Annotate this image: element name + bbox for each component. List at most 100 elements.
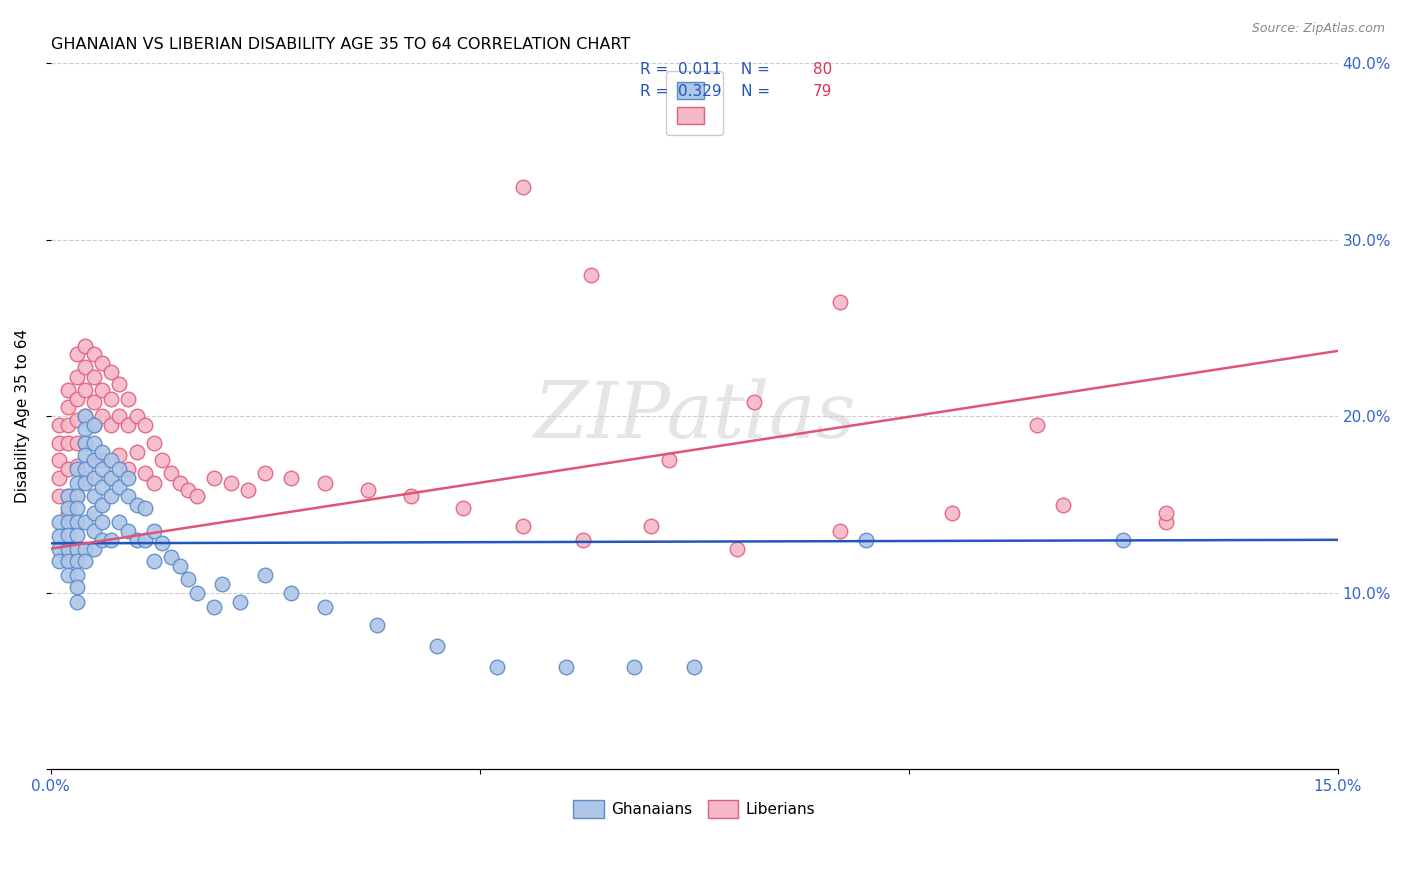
Point <box>91 409 114 424</box>
Legend: Ghanaians, Liberians: Ghanaians, Liberians <box>565 792 823 825</box>
Point <box>83 471 105 485</box>
Point <box>254 466 277 480</box>
Point <box>399 489 422 503</box>
Point <box>48 435 70 450</box>
Point <box>83 370 105 384</box>
Point <box>56 541 79 556</box>
Point <box>357 483 380 498</box>
Point <box>142 476 165 491</box>
Point <box>254 568 277 582</box>
Point <box>1154 506 1177 520</box>
Point <box>108 409 131 424</box>
Point <box>142 435 165 450</box>
Point <box>828 524 851 538</box>
Point <box>91 356 114 370</box>
Point <box>160 466 183 480</box>
Point <box>314 599 336 614</box>
Point <box>48 515 70 529</box>
Point <box>177 572 200 586</box>
Text: 79: 79 <box>813 85 832 99</box>
Point <box>56 383 79 397</box>
Point <box>91 453 114 467</box>
Point <box>1026 418 1049 433</box>
Text: R =  0.329    N =: R = 0.329 N = <box>640 85 775 99</box>
Point <box>75 409 97 424</box>
Point <box>142 554 165 568</box>
Point <box>100 365 122 379</box>
Point <box>83 541 105 556</box>
Point <box>1112 533 1135 547</box>
Point <box>186 586 208 600</box>
Point <box>65 568 87 582</box>
Point <box>65 347 87 361</box>
Point <box>108 515 131 529</box>
Point <box>1052 498 1074 512</box>
Point <box>571 533 593 547</box>
Point <box>366 617 388 632</box>
Point <box>581 268 603 282</box>
Text: 80: 80 <box>813 62 832 77</box>
Point <box>108 377 131 392</box>
Point <box>83 524 105 538</box>
Point <box>75 471 97 485</box>
Point <box>65 489 87 503</box>
Point <box>1154 515 1177 529</box>
Point <box>117 489 139 503</box>
Point <box>75 515 97 529</box>
Point <box>134 501 156 516</box>
Point <box>125 444 148 458</box>
Point <box>91 515 114 529</box>
Point <box>134 418 156 433</box>
Point <box>83 395 105 409</box>
Point <box>100 489 122 503</box>
Point <box>91 444 114 458</box>
Point <box>65 370 87 384</box>
Point <box>48 541 70 556</box>
Point <box>125 409 148 424</box>
Point <box>512 179 534 194</box>
Point <box>65 435 87 450</box>
Point <box>134 533 156 547</box>
Point <box>56 489 79 503</box>
Point <box>75 435 97 450</box>
Y-axis label: Disability Age 35 to 64: Disability Age 35 to 64 <box>15 329 30 503</box>
Point <box>177 483 200 498</box>
Point <box>125 498 148 512</box>
Point <box>512 518 534 533</box>
Point <box>65 515 87 529</box>
Point <box>83 347 105 361</box>
Point <box>65 501 87 516</box>
Point <box>640 518 662 533</box>
Point <box>56 527 79 541</box>
Point <box>91 383 114 397</box>
Point <box>75 409 97 424</box>
Point <box>65 594 87 608</box>
Point <box>65 541 87 556</box>
Point <box>280 586 302 600</box>
Point <box>186 489 208 503</box>
Point <box>65 581 87 595</box>
Point <box>100 471 122 485</box>
Point <box>48 529 70 543</box>
Point <box>100 471 122 485</box>
Point <box>83 453 105 467</box>
Point <box>169 476 191 491</box>
Point <box>219 476 242 491</box>
Point <box>75 476 97 491</box>
Point <box>48 453 70 467</box>
Point <box>48 418 70 433</box>
Point <box>83 489 105 503</box>
Point <box>100 418 122 433</box>
Point <box>83 418 105 433</box>
Point <box>56 515 79 529</box>
Point <box>125 533 148 547</box>
Point <box>683 660 706 674</box>
Point <box>941 506 963 520</box>
Point <box>280 471 302 485</box>
Point <box>100 392 122 406</box>
Point <box>75 541 97 556</box>
Point <box>117 471 139 485</box>
Point <box>75 421 97 435</box>
Point <box>100 533 122 547</box>
Point <box>65 554 87 568</box>
